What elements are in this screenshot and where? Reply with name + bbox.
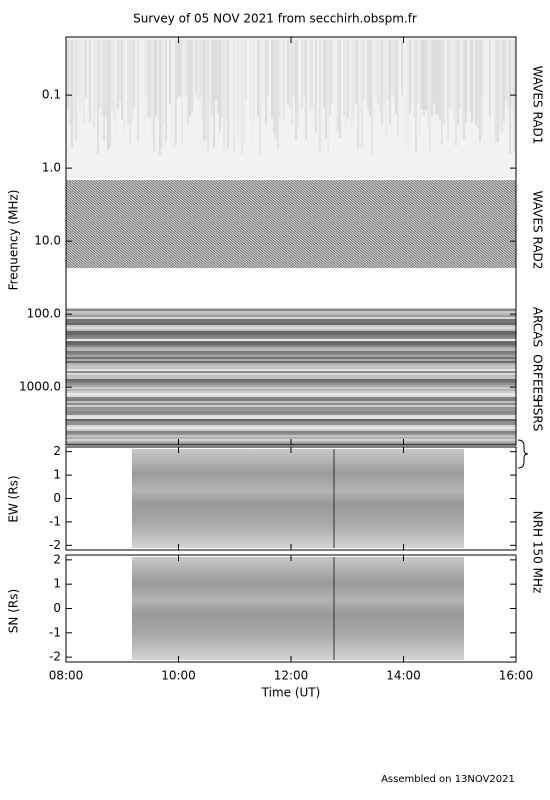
y-tick-label: 2 [53, 444, 61, 458]
spectrogram-imagery [65, 37, 516, 662]
y-tick-label: 100.0 [27, 307, 61, 321]
y-tick-label: -2 [49, 538, 61, 552]
instrument-label: WAVES RAD1 [531, 66, 545, 145]
y-tick-label: 1000.0 [19, 380, 61, 394]
instrument-label: WAVES RAD2 [531, 191, 545, 270]
y-tick-label: 0 [53, 601, 61, 615]
y-tick-label: 1 [53, 468, 61, 482]
y-tick-label: -2 [49, 650, 61, 664]
x-tick-label: 08:00 [49, 669, 84, 683]
annotation: NRH 150 MHz [531, 511, 545, 594]
y-axis-label: Frequency (MHz) [7, 190, 21, 291]
x-tick-label: 12:00 [274, 669, 309, 683]
instrument-label: ARCAS [531, 307, 545, 347]
footer: Assembled on 13NOV2021 [381, 774, 515, 785]
chart-title: Survey of 05 NOV 2021 from secchirh.obsp… [133, 12, 417, 26]
y-tick-label: -1 [49, 514, 61, 528]
x-axis-label: Time (UT) [261, 686, 321, 700]
ew-image [132, 449, 464, 548]
x-tick-label: 10:00 [161, 669, 196, 683]
y-tick-label: 10.0 [34, 234, 61, 248]
y-tick-label: 1.0 [42, 161, 61, 175]
x-tick-label: 16:00 [499, 669, 534, 683]
rad1-background [66, 37, 516, 178]
y-axis-label: EW (Rs) [7, 475, 21, 522]
y-tick-label: 0.1 [42, 88, 61, 102]
y-tick-label: 0 [53, 491, 61, 505]
hsrs-brace [517, 439, 529, 469]
rad2-background [66, 180, 516, 268]
instrument-label: HSRS [531, 399, 545, 432]
y-tick-label: -1 [49, 625, 61, 639]
y-tick-label: 1 [53, 577, 61, 591]
instrument-label: ORFEES [531, 354, 545, 401]
x-tick-label: 14:00 [386, 669, 421, 683]
sn-image [132, 557, 464, 660]
y-tick-label: 2 [53, 552, 61, 566]
y-axis-label: SN (Rs) [7, 589, 21, 633]
